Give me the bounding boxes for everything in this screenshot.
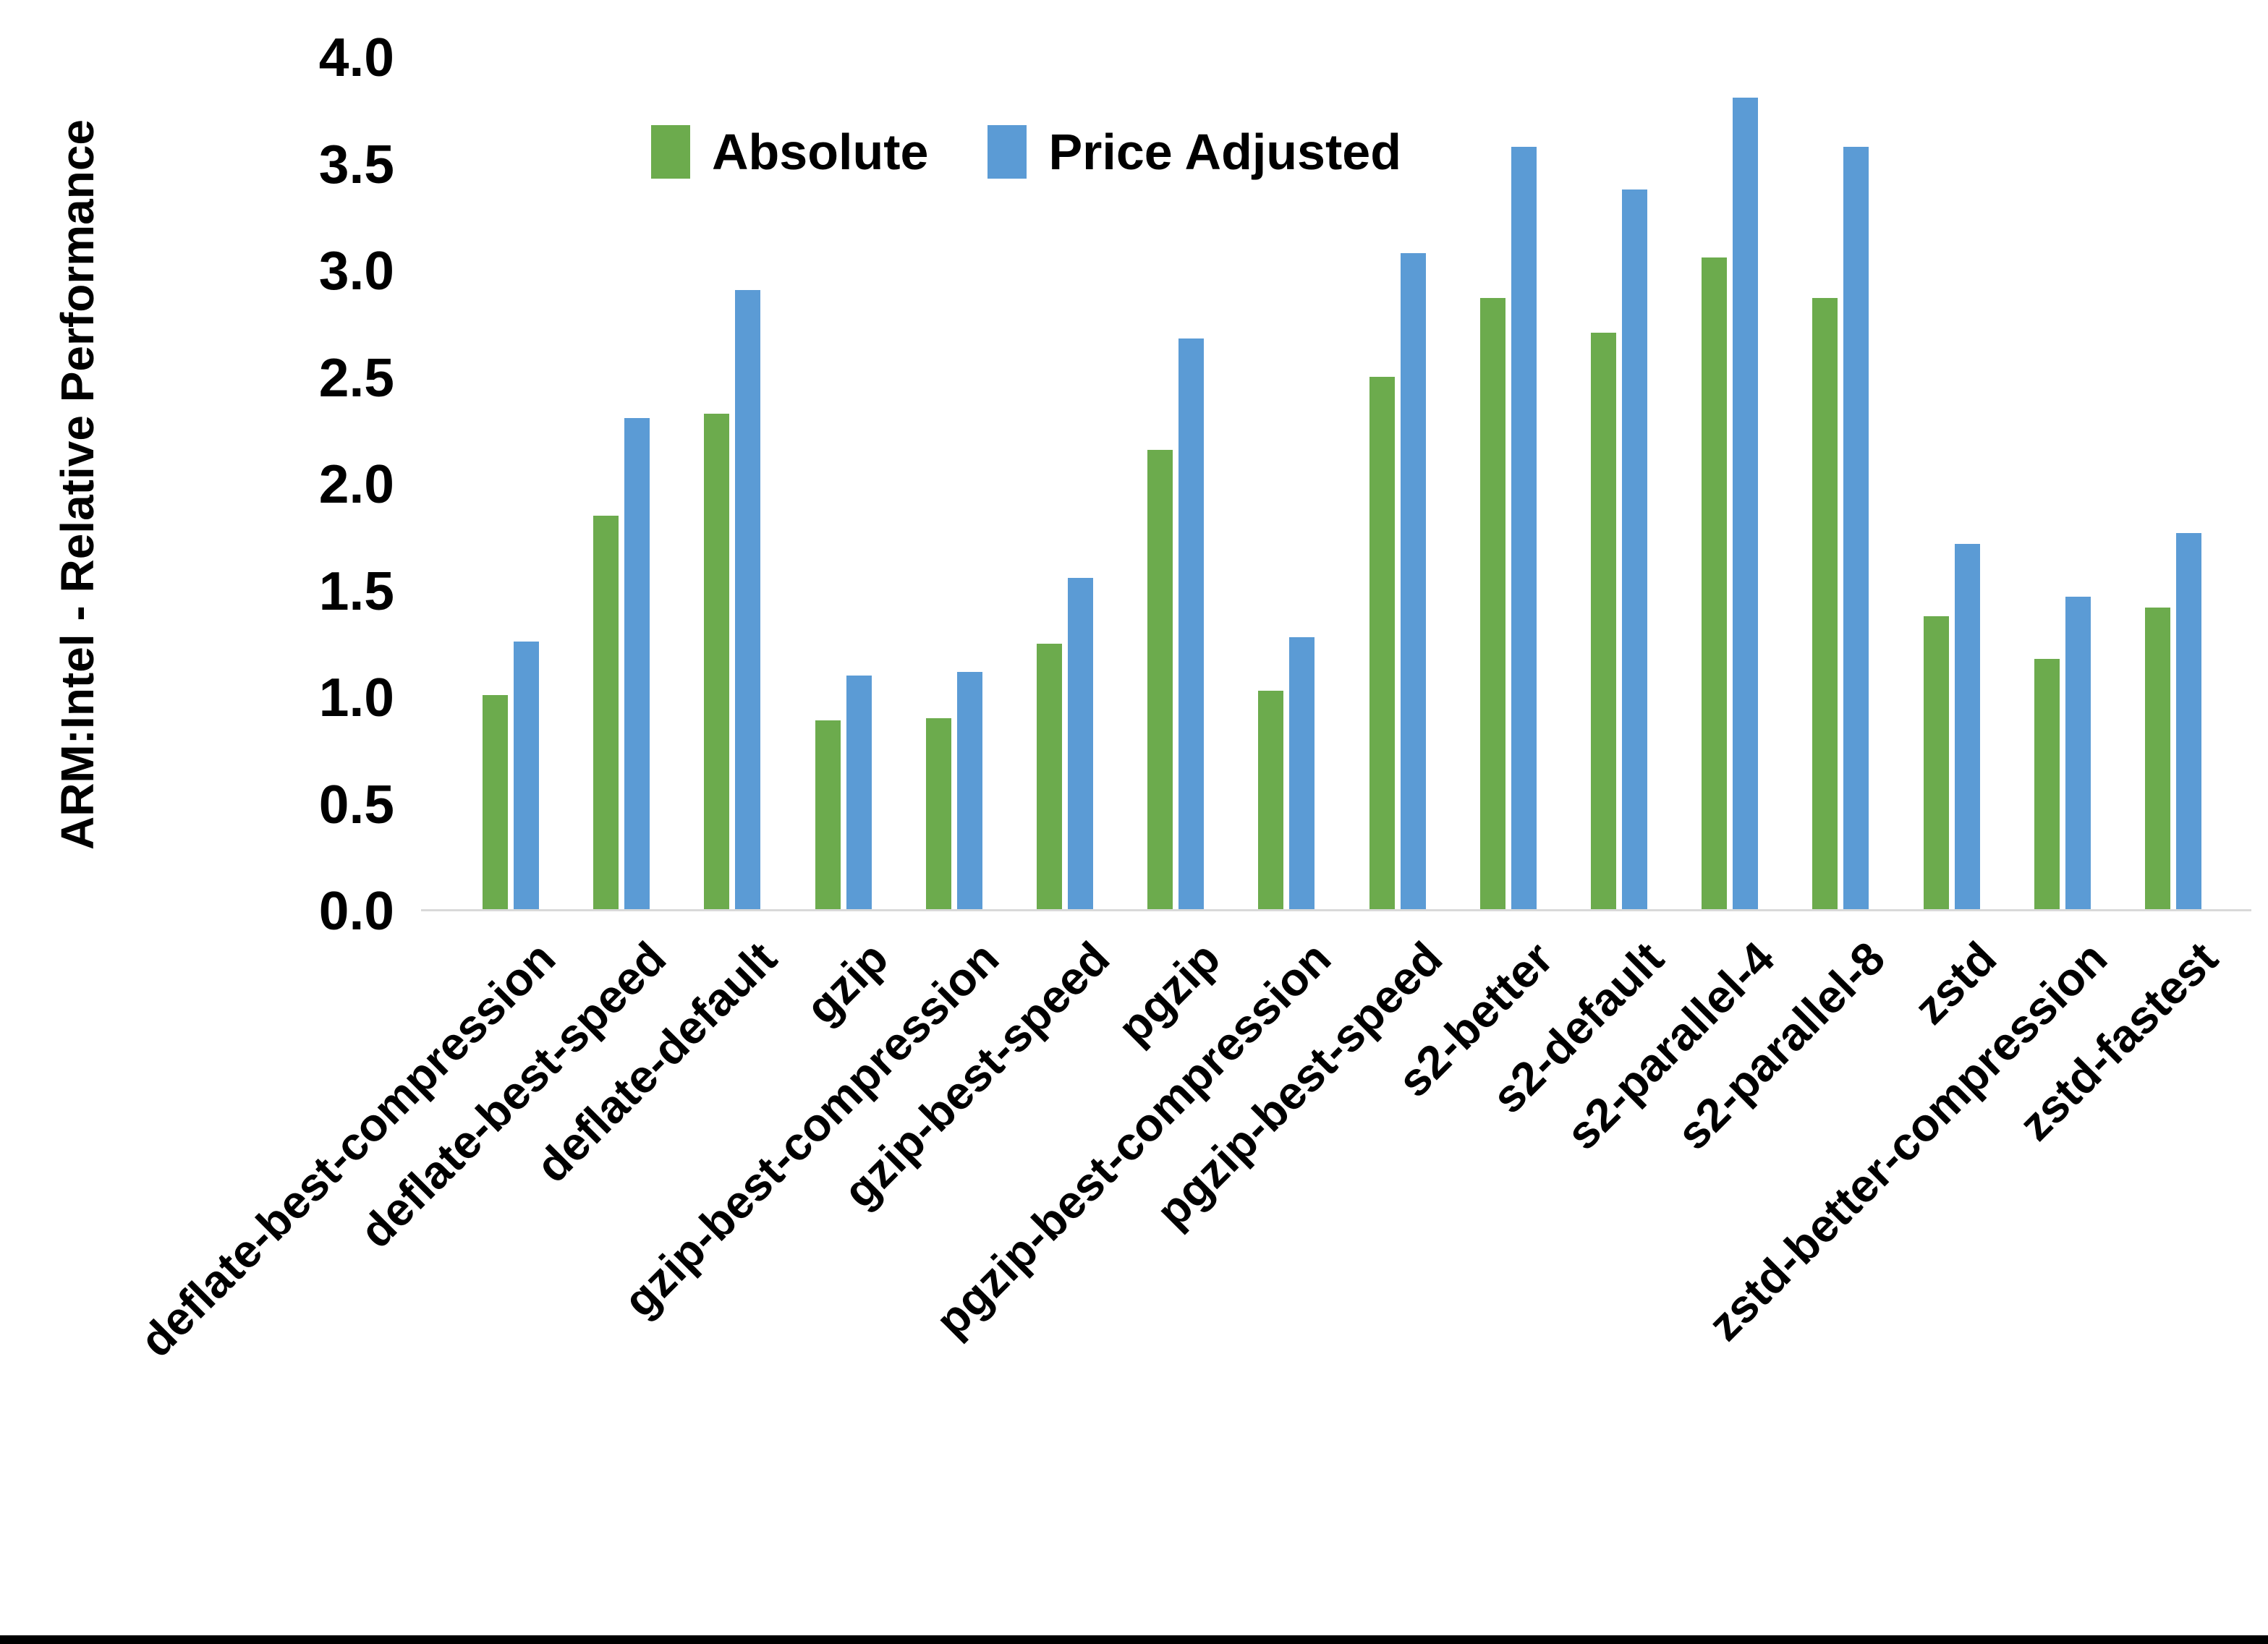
bar-price-adjusted-s2-parallel-8 — [1843, 147, 1869, 911]
bar-price-adjusted-gzip-best-speed — [1068, 578, 1093, 911]
bar-price-adjusted-zstd — [1955, 544, 1980, 911]
y-tick-label-3.0: 3.0 — [318, 240, 394, 301]
y-tick-label-1.0: 1.0 — [318, 667, 394, 728]
bar-price-adjusted-s2-default — [1622, 189, 1647, 911]
y-tick-label-1.5: 1.5 — [318, 560, 394, 621]
y-tick-label-4.0: 4.0 — [318, 27, 394, 88]
bar-price-adjusted-gzip — [846, 676, 872, 911]
y-tick-label-0.5: 0.5 — [318, 773, 394, 835]
bar-absolute-zstd — [1924, 616, 1949, 911]
bar-absolute-gzip-best-speed — [1037, 644, 1062, 911]
legend-swatch-absolute — [651, 125, 690, 179]
bar-price-adjusted-deflate-best-compression — [514, 642, 539, 911]
bar-absolute-deflate-best-speed — [593, 516, 619, 911]
bar-absolute-pgzip — [1147, 450, 1173, 911]
bar-price-adjusted-gzip-best-compression — [957, 672, 982, 911]
bar-absolute-gzip — [815, 720, 841, 911]
bar-price-adjusted-pgzip — [1178, 338, 1204, 911]
bar-absolute-s2-better — [1480, 298, 1505, 911]
bar-absolute-pgzip-best-compression — [1258, 691, 1283, 911]
window-bottom-border — [0, 1635, 2268, 1644]
bar-absolute-s2-parallel-8 — [1812, 298, 1838, 911]
y-tick-label-2.0: 2.0 — [318, 453, 394, 514]
y-tick-label-0.0: 0.0 — [318, 880, 394, 941]
bar-absolute-deflate-best-compression — [483, 695, 508, 911]
x-axis-line — [421, 909, 2251, 911]
bar-price-adjusted-pgzip-best-compression — [1289, 637, 1314, 911]
y-axis-title: ARM:Intel - Relative Performance — [51, 119, 103, 851]
bar-absolute-zstd-better-compression — [2034, 659, 2060, 911]
bar-price-adjusted-s2-better — [1511, 147, 1537, 911]
y-tick-label-2.5: 2.5 — [318, 346, 394, 408]
bar-price-adjusted-deflate-best-speed — [624, 418, 650, 911]
legend-label-price-adjusted: Price Adjusted — [1048, 124, 1401, 180]
legend-label-absolute: Absolute — [712, 124, 929, 180]
bar-price-adjusted-pgzip-best-speed — [1401, 253, 1426, 911]
bar-absolute-s2-default — [1591, 333, 1616, 911]
bar-absolute-s2-parallel-4 — [1702, 257, 1727, 911]
bar-absolute-zstd-fastest — [2145, 608, 2170, 911]
bar-absolute-pgzip-best-speed — [1369, 377, 1395, 911]
legend-swatch-price-adjusted — [988, 125, 1027, 179]
bar-absolute-deflate-default — [704, 414, 729, 911]
bar-absolute-gzip-best-compression — [926, 718, 951, 911]
y-tick-label-3.5: 3.5 — [318, 133, 394, 195]
bar-price-adjusted-zstd-better-compression — [2065, 597, 2091, 911]
bar-price-adjusted-zstd-fastest — [2176, 533, 2201, 911]
bar-price-adjusted-deflate-default — [735, 290, 760, 911]
legend: Absolute Price Adjusted — [651, 123, 1401, 181]
bar-price-adjusted-s2-parallel-4 — [1733, 98, 1758, 911]
